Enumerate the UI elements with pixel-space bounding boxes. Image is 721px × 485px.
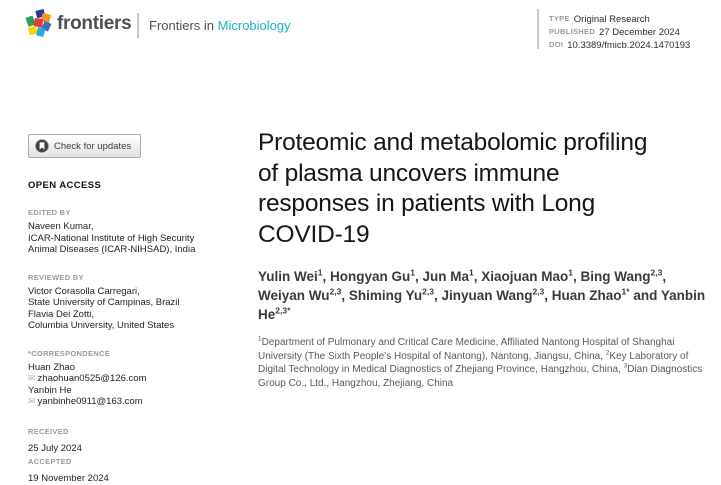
meta-value: 27 December 2024 <box>599 27 680 38</box>
open-access-label: OPEN ACCESS <box>28 180 102 191</box>
header-divider <box>137 13 139 38</box>
article-meta: TYPE Original Research PUBLISHED 27 Decemb… <box>549 11 691 51</box>
author-list: Yulin Wei1, Hongyan Gu1, Jun Ma1, Xiaoju… <box>258 267 706 322</box>
correspondence-label: *CORRESPONDENCE <box>28 348 111 358</box>
email-link[interactable]: yanbinhe0911@163.com <box>37 396 143 407</box>
check-for-updates-label: Check for updates <box>54 140 132 152</box>
frontiers-logo-text: frontiers <box>57 13 132 34</box>
edited-by-line: Naveen Kumar, <box>28 221 94 232</box>
meta-label: TYPE <box>549 14 570 23</box>
journal-name: Microbiology <box>217 18 291 33</box>
email-line: ✉ yanbinhe0911@163.com <box>28 396 244 408</box>
doi-value: 10.3389/fmicb.2024.1470193 <box>567 40 691 51</box>
edited-by-line: Animal Diseases (ICAR-NIHSAD), India <box>28 244 196 255</box>
article-title: Proteomic and metabolomic profiling of p… <box>258 129 648 248</box>
journal-prefix: Frontiers in <box>149 18 215 33</box>
meta-row-published: PUBLISHED 27 December 2024 <box>549 24 690 38</box>
reviewed-by-line: State University of Campinas, Brazil <box>28 297 180 308</box>
accepted-date-row: ACCEPTED 19 November 2024 <box>28 455 244 485</box>
meta-label: PUBLISHED <box>549 27 596 36</box>
correspondent-name: Yanbin He <box>28 384 72 396</box>
accepted-label: ACCEPTED <box>28 456 72 466</box>
frontiers-logo-icon <box>25 9 52 37</box>
reviewed-by-label: REVIEWED BY <box>28 272 84 282</box>
email-link[interactable]: zhaohuan0525@126.com <box>37 373 147 384</box>
meta-row-type: TYPE Original Research <box>549 11 690 25</box>
correspondence-section: *CORRESPONDENCE Huan Zhao ✉ zhaohuan0525@… <box>28 349 244 408</box>
check-for-updates-button[interactable]: Check for updates <box>28 134 142 158</box>
edited-by-label: EDITED BY <box>28 208 71 217</box>
meta-value: Original Research <box>573 14 650 25</box>
sidebar: Check for updates OPEN ACCESS EDITED BY … <box>28 134 244 485</box>
dates-section: RECEIVED 25 July 2024 ACCEPTED 19 November… <box>28 425 244 485</box>
reviewed-by-line: Columbia University, United States <box>28 320 175 331</box>
meta-row-doi: DOI 10.3389/fmicb.2024.1470193 <box>549 37 691 51</box>
header: frontiers Frontiers in Microbiology TYPE… <box>0 0 721 56</box>
received-value: 25 July 2024 <box>28 442 82 454</box>
edited-by-section: EDITED BY Naveen Kumar, ICAR-National In… <box>28 208 244 256</box>
envelope-icon: ✉ <box>28 373 36 383</box>
reviewed-by-line: Flavia Dei Zotti, <box>28 308 94 320</box>
email-line: ✉ zhaohuan0525@126.com <box>28 373 244 385</box>
journal-title: Frontiers in Microbiology <box>149 18 291 33</box>
crossmark-icon <box>35 139 49 153</box>
edited-by-line: ICAR-National Institute of High Security <box>28 232 195 244</box>
meta-label: DOI <box>549 40 564 49</box>
meta-divider <box>537 9 539 49</box>
correspondent-name: Huan Zhao <box>28 361 76 373</box>
reviewed-by-section: REVIEWED BY Victor Corasolla Carregari, … <box>28 273 244 332</box>
envelope-icon: ✉ <box>28 396 36 406</box>
affiliations: 1Department of Pulmonary and Critical Ca… <box>258 335 703 389</box>
received-label: RECEIVED <box>28 426 69 436</box>
received-date-row: RECEIVED 25 July 2024 <box>28 425 244 455</box>
article-header: Proteomic and metabolomic profiling of p… <box>258 128 718 390</box>
accepted-value: 19 November 2024 <box>28 472 109 484</box>
reviewed-by-line: Victor Corasolla Carregari, <box>28 285 140 297</box>
